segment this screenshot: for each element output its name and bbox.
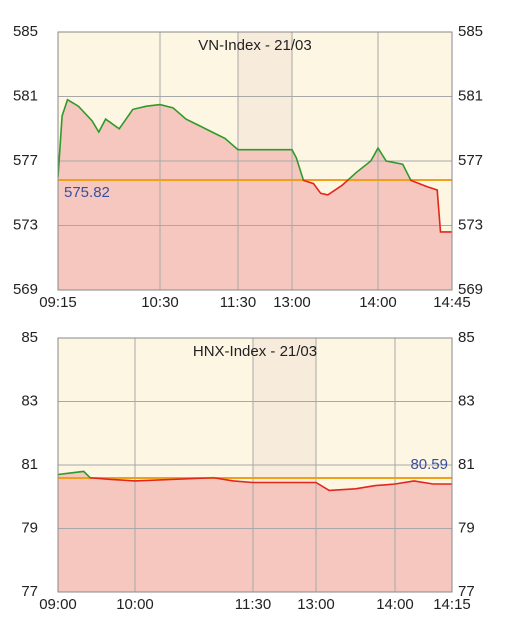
x-tick-label: 11:30 bbox=[220, 294, 256, 311]
x-tick-label: 11:30 bbox=[235, 596, 271, 613]
y-tick-label-right: 81 bbox=[458, 456, 475, 473]
y-tick-label-right: 85 bbox=[458, 329, 475, 346]
y-tick-label: 79 bbox=[21, 519, 38, 536]
y-tick-label: 81 bbox=[21, 456, 38, 473]
x-tick-label: 14:15 bbox=[433, 596, 471, 613]
line-up bbox=[58, 98, 413, 181]
y-tick-label: 77 bbox=[21, 583, 38, 600]
plot-frame bbox=[57, 337, 453, 593]
y-tick-label: 577 bbox=[13, 152, 38, 169]
x-tick-label: 13:00 bbox=[297, 596, 335, 613]
chart-title: VN-Index - 21/03 bbox=[198, 37, 311, 54]
y-tick-label: 573 bbox=[13, 216, 38, 233]
y-tick-label-right: 577 bbox=[458, 152, 483, 169]
y-tick-label: 585 bbox=[13, 23, 38, 40]
y-tick-label: 85 bbox=[21, 329, 38, 346]
chart-title: HNX-Index - 21/03 bbox=[193, 343, 317, 360]
line-down bbox=[89, 478, 452, 492]
y-tick-label-right: 77 bbox=[458, 583, 475, 600]
reference-label: 575.82 bbox=[64, 184, 110, 201]
x-tick-label: 10:30 bbox=[141, 294, 179, 311]
x-tick-label: 13:00 bbox=[273, 294, 311, 311]
plot-frame bbox=[57, 31, 453, 291]
y-tick-label-right: 83 bbox=[458, 392, 475, 409]
y-tick-label-right: 581 bbox=[458, 87, 483, 104]
x-tick-label: 09:00 bbox=[39, 596, 77, 613]
y-tick-label-right: 79 bbox=[458, 519, 475, 536]
y-tick-label: 569 bbox=[13, 281, 38, 298]
y-tick-label: 581 bbox=[13, 87, 38, 104]
line-up bbox=[58, 470, 221, 479]
area bbox=[58, 99, 452, 290]
x-tick-label: 14:45 bbox=[433, 294, 471, 311]
area bbox=[58, 471, 452, 592]
x-tick-label: 10:00 bbox=[116, 596, 154, 613]
y-tick-label-right: 569 bbox=[458, 281, 483, 298]
x-tick-label: 14:00 bbox=[376, 596, 414, 613]
y-tick-label: 83 bbox=[21, 392, 38, 409]
y-tick-label-right: 585 bbox=[458, 23, 483, 40]
reference-label: 80.59 bbox=[410, 456, 448, 473]
x-tick-label: 09:15 bbox=[39, 294, 77, 311]
y-tick-label-right: 573 bbox=[458, 216, 483, 233]
x-tick-label: 14:00 bbox=[359, 294, 397, 311]
